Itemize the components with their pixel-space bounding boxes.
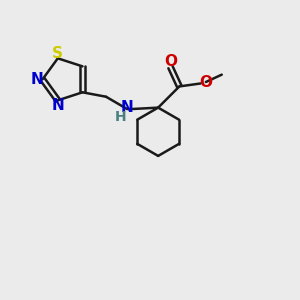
Text: O: O (199, 74, 212, 89)
Text: N: N (121, 100, 134, 115)
Text: S: S (52, 46, 63, 61)
Text: H: H (115, 110, 127, 124)
Text: N: N (52, 98, 65, 113)
Text: N: N (31, 72, 44, 87)
Text: O: O (164, 55, 177, 70)
